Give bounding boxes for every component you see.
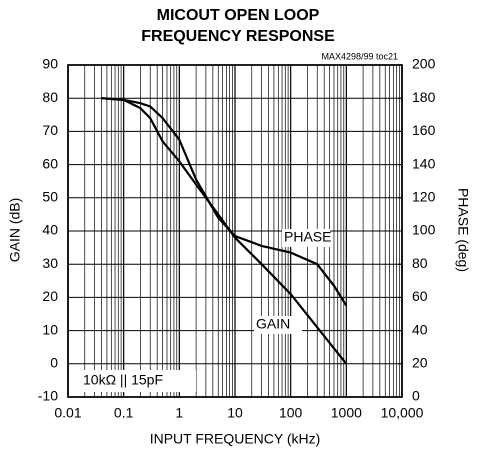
- y2-tick-label: 100: [412, 222, 436, 238]
- y-tick-label: 10: [42, 321, 58, 337]
- y-axis-label: GAIN (dB): [7, 198, 23, 263]
- y2-tick-label: 0: [412, 388, 420, 404]
- chart-title: FREQUENCY RESPONSE: [141, 28, 335, 45]
- y-tick-label: 0: [50, 355, 58, 371]
- series-line: [101, 97, 348, 307]
- y2-tick-label: 80: [412, 255, 428, 271]
- series-label-bg: [282, 229, 330, 247]
- y-tick-label: 50: [42, 189, 58, 205]
- x-tick-label: 0.01: [54, 405, 81, 421]
- series-label-bg: [254, 316, 302, 334]
- series-label: PHASE: [284, 229, 331, 245]
- y-tick-label: 20: [42, 288, 58, 304]
- y-tick-label: 40: [42, 222, 58, 238]
- x-tick-label: 1000: [331, 405, 362, 421]
- y2-tick-label: 40: [412, 321, 428, 337]
- y2-tick-label: 160: [412, 122, 436, 138]
- x-axis-label: INPUT FREQUENCY (kHz): [150, 431, 321, 447]
- chart-title: MICOUT OPEN LOOP: [157, 7, 320, 24]
- x-tick-label: 10,000: [381, 405, 424, 421]
- series-label: GAIN: [256, 316, 290, 332]
- y-tick-label: 70: [42, 122, 58, 138]
- y2-axis-label: PHASE (deg): [455, 188, 471, 272]
- annotation-bg: [78, 370, 196, 392]
- subtitle: MAX4298/99 toc21: [321, 51, 398, 61]
- x-tick-label: 100: [279, 405, 303, 421]
- x-tick-label: 1: [175, 405, 183, 421]
- y2-tick-label: 200: [412, 56, 436, 72]
- y-tick-label: -10: [38, 388, 58, 404]
- x-tick-label: 0.1: [114, 405, 134, 421]
- y2-tick-label: 120: [412, 189, 436, 205]
- y-tick-label: 80: [42, 89, 58, 105]
- y-tick-label: 90: [42, 56, 58, 72]
- y-tick-label: 60: [42, 155, 58, 171]
- x-tick-label: 10: [227, 405, 243, 421]
- series-line: [101, 97, 348, 365]
- plot-frame: [67, 64, 403, 398]
- y2-tick-label: 180: [412, 89, 436, 105]
- y-tick-label: 30: [42, 255, 58, 271]
- y2-tick-label: 20: [412, 355, 428, 371]
- annotation: 10kΩ || 15pF: [83, 372, 163, 388]
- y2-tick-label: 60: [412, 288, 428, 304]
- y2-tick-label: 140: [412, 155, 436, 171]
